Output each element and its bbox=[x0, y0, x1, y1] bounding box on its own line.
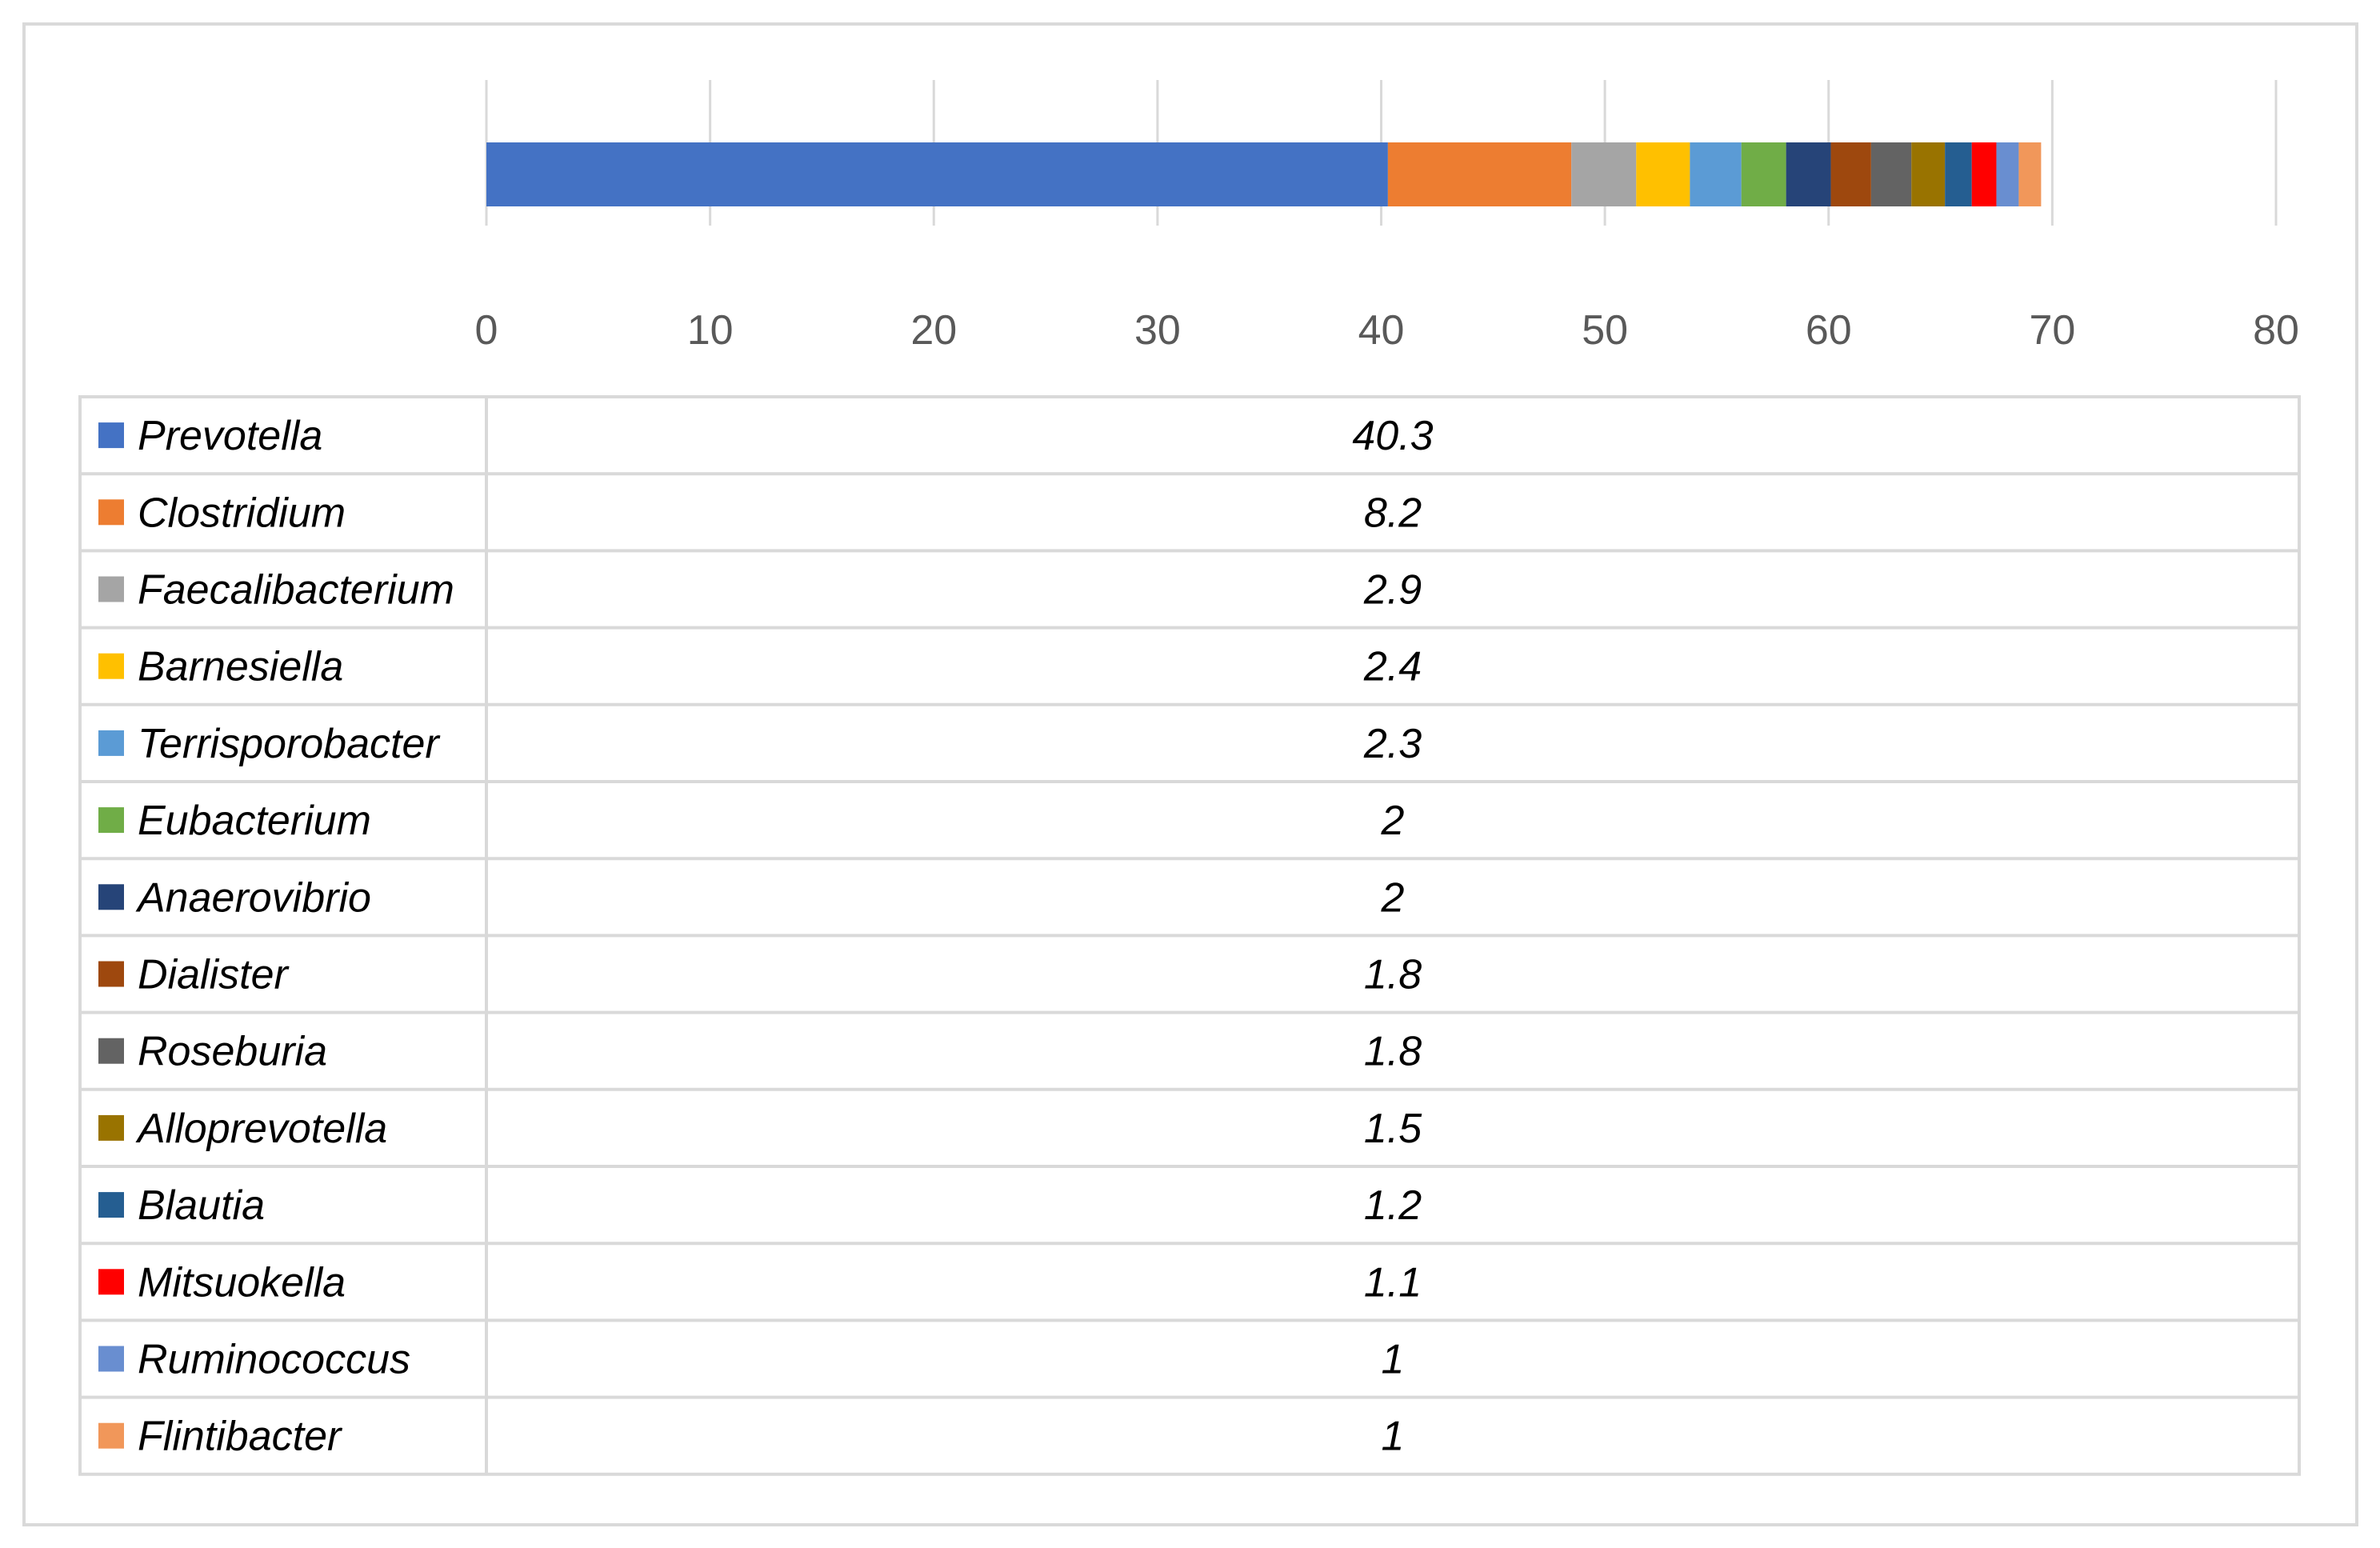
bar-segment-alloprevotella bbox=[1911, 142, 1946, 206]
data-label-flintibacter: 1 bbox=[1382, 1414, 1405, 1460]
legend-key-alloprevotella bbox=[98, 1114, 124, 1141]
x-tick-label-70: 70 bbox=[2029, 307, 2075, 354]
data-label-mitsuokella: 1.1 bbox=[1364, 1259, 1422, 1306]
legend-label-roseburia: Roseburia bbox=[138, 1029, 327, 1075]
bar-segment-terrisporobacter bbox=[1690, 142, 1742, 206]
bar-segment-anaerovibrio bbox=[1786, 142, 1831, 206]
x-tick-label-40: 40 bbox=[1358, 307, 1405, 354]
bar-segment-ruminococcus bbox=[1996, 142, 2019, 206]
legend-key-barnesiella bbox=[98, 653, 124, 679]
bar-segment-dialister bbox=[1830, 142, 1871, 206]
legend-key-faecalibacterium bbox=[98, 576, 124, 602]
legend-label-barnesiella: Barnesiella bbox=[138, 644, 343, 690]
legend-label-faecalibacterium: Faecalibacterium bbox=[138, 567, 454, 614]
stacked-bar bbox=[486, 142, 2042, 206]
bar-segment-roseburia bbox=[1870, 142, 1912, 206]
x-tick-label-80: 80 bbox=[2253, 307, 2299, 354]
x-tick-label-50: 50 bbox=[1582, 307, 1628, 354]
bar-segment-eubacterium bbox=[1741, 142, 1786, 206]
legend-label-ruminococcus: Ruminococcus bbox=[138, 1337, 410, 1383]
legend-key-mitsuokella bbox=[98, 1269, 124, 1295]
x-tick-label-30: 30 bbox=[1134, 307, 1181, 354]
data-label-eubacterium: 2 bbox=[1381, 798, 1405, 844]
legend-key-terrisporobacter bbox=[98, 730, 124, 756]
legend-key-flintibacter bbox=[98, 1422, 124, 1449]
bar-segment-faecalibacterium bbox=[1571, 142, 1637, 206]
legend-key-eubacterium bbox=[98, 807, 124, 834]
legend-label-alloprevotella: Alloprevotella bbox=[135, 1106, 387, 1152]
legend-label-mitsuokella: Mitsuokella bbox=[138, 1259, 346, 1306]
legend-label-flintibacter: Flintibacter bbox=[138, 1414, 343, 1460]
data-label-dialister: 1.8 bbox=[1364, 952, 1422, 998]
data-label-terrisporobacter: 2.3 bbox=[1363, 721, 1422, 767]
legend-label-clostridium: Clostridium bbox=[138, 490, 346, 536]
legend-key-prevotella bbox=[98, 422, 124, 449]
legend-label-dialister: Dialister bbox=[138, 952, 290, 998]
legend-label-blautia: Blautia bbox=[138, 1182, 265, 1229]
legend-key-roseburia bbox=[98, 1038, 124, 1064]
x-tick-label-0: 0 bbox=[475, 307, 498, 354]
legend-label-anaerovibrio: Anaerovibrio bbox=[135, 874, 371, 921]
x-axis-tick-labels: 0 10 20 30 40 50 60 70 80 bbox=[475, 307, 2299, 354]
x-tick-label-20: 20 bbox=[910, 307, 957, 354]
data-label-clostridium: 8.2 bbox=[1364, 490, 1422, 536]
data-label-alloprevotella: 1.5 bbox=[1364, 1106, 1422, 1152]
data-label-ruminococcus: 1 bbox=[1382, 1337, 1405, 1383]
data-label-faecalibacterium: 2.9 bbox=[1363, 567, 1422, 614]
chart-frame bbox=[22, 22, 2358, 1526]
legend-label-prevotella: Prevotella bbox=[138, 413, 322, 459]
bar-segment-clostridium bbox=[1387, 142, 1572, 206]
data-label-barnesiella: 2.4 bbox=[1363, 644, 1422, 690]
bar-segment-blautia bbox=[1945, 142, 1972, 206]
legend-key-ruminococcus bbox=[98, 1346, 124, 1372]
legend-label-eubacterium: Eubacterium bbox=[138, 798, 371, 844]
data-label-roseburia: 1.8 bbox=[1364, 1029, 1422, 1075]
x-tick-label-60: 60 bbox=[1806, 307, 1852, 354]
legend-key-blautia bbox=[98, 1192, 124, 1218]
data-label-blautia: 1.2 bbox=[1364, 1182, 1422, 1229]
x-tick-label-10: 10 bbox=[687, 307, 734, 354]
legend-key-clostridium bbox=[98, 499, 124, 526]
bar-segment-barnesiella bbox=[1636, 142, 1690, 206]
legend-key-anaerovibrio bbox=[98, 884, 124, 910]
data-table: Prevotella 40.3 Clostridium 8.2 Faecalibacte… bbox=[78, 395, 2301, 1476]
legend-key-dialister bbox=[98, 961, 124, 987]
bar-segment-prevotella bbox=[486, 142, 1388, 206]
data-label-anaerovibrio: 2 bbox=[1381, 874, 1405, 921]
data-label-prevotella: 40.3 bbox=[1352, 413, 1433, 459]
bar-segment-mitsuokella bbox=[1971, 142, 1997, 206]
legend-label-terrisporobacter: Terrisporobacter bbox=[138, 721, 441, 767]
bar-segment-flintibacter bbox=[2018, 142, 2042, 206]
